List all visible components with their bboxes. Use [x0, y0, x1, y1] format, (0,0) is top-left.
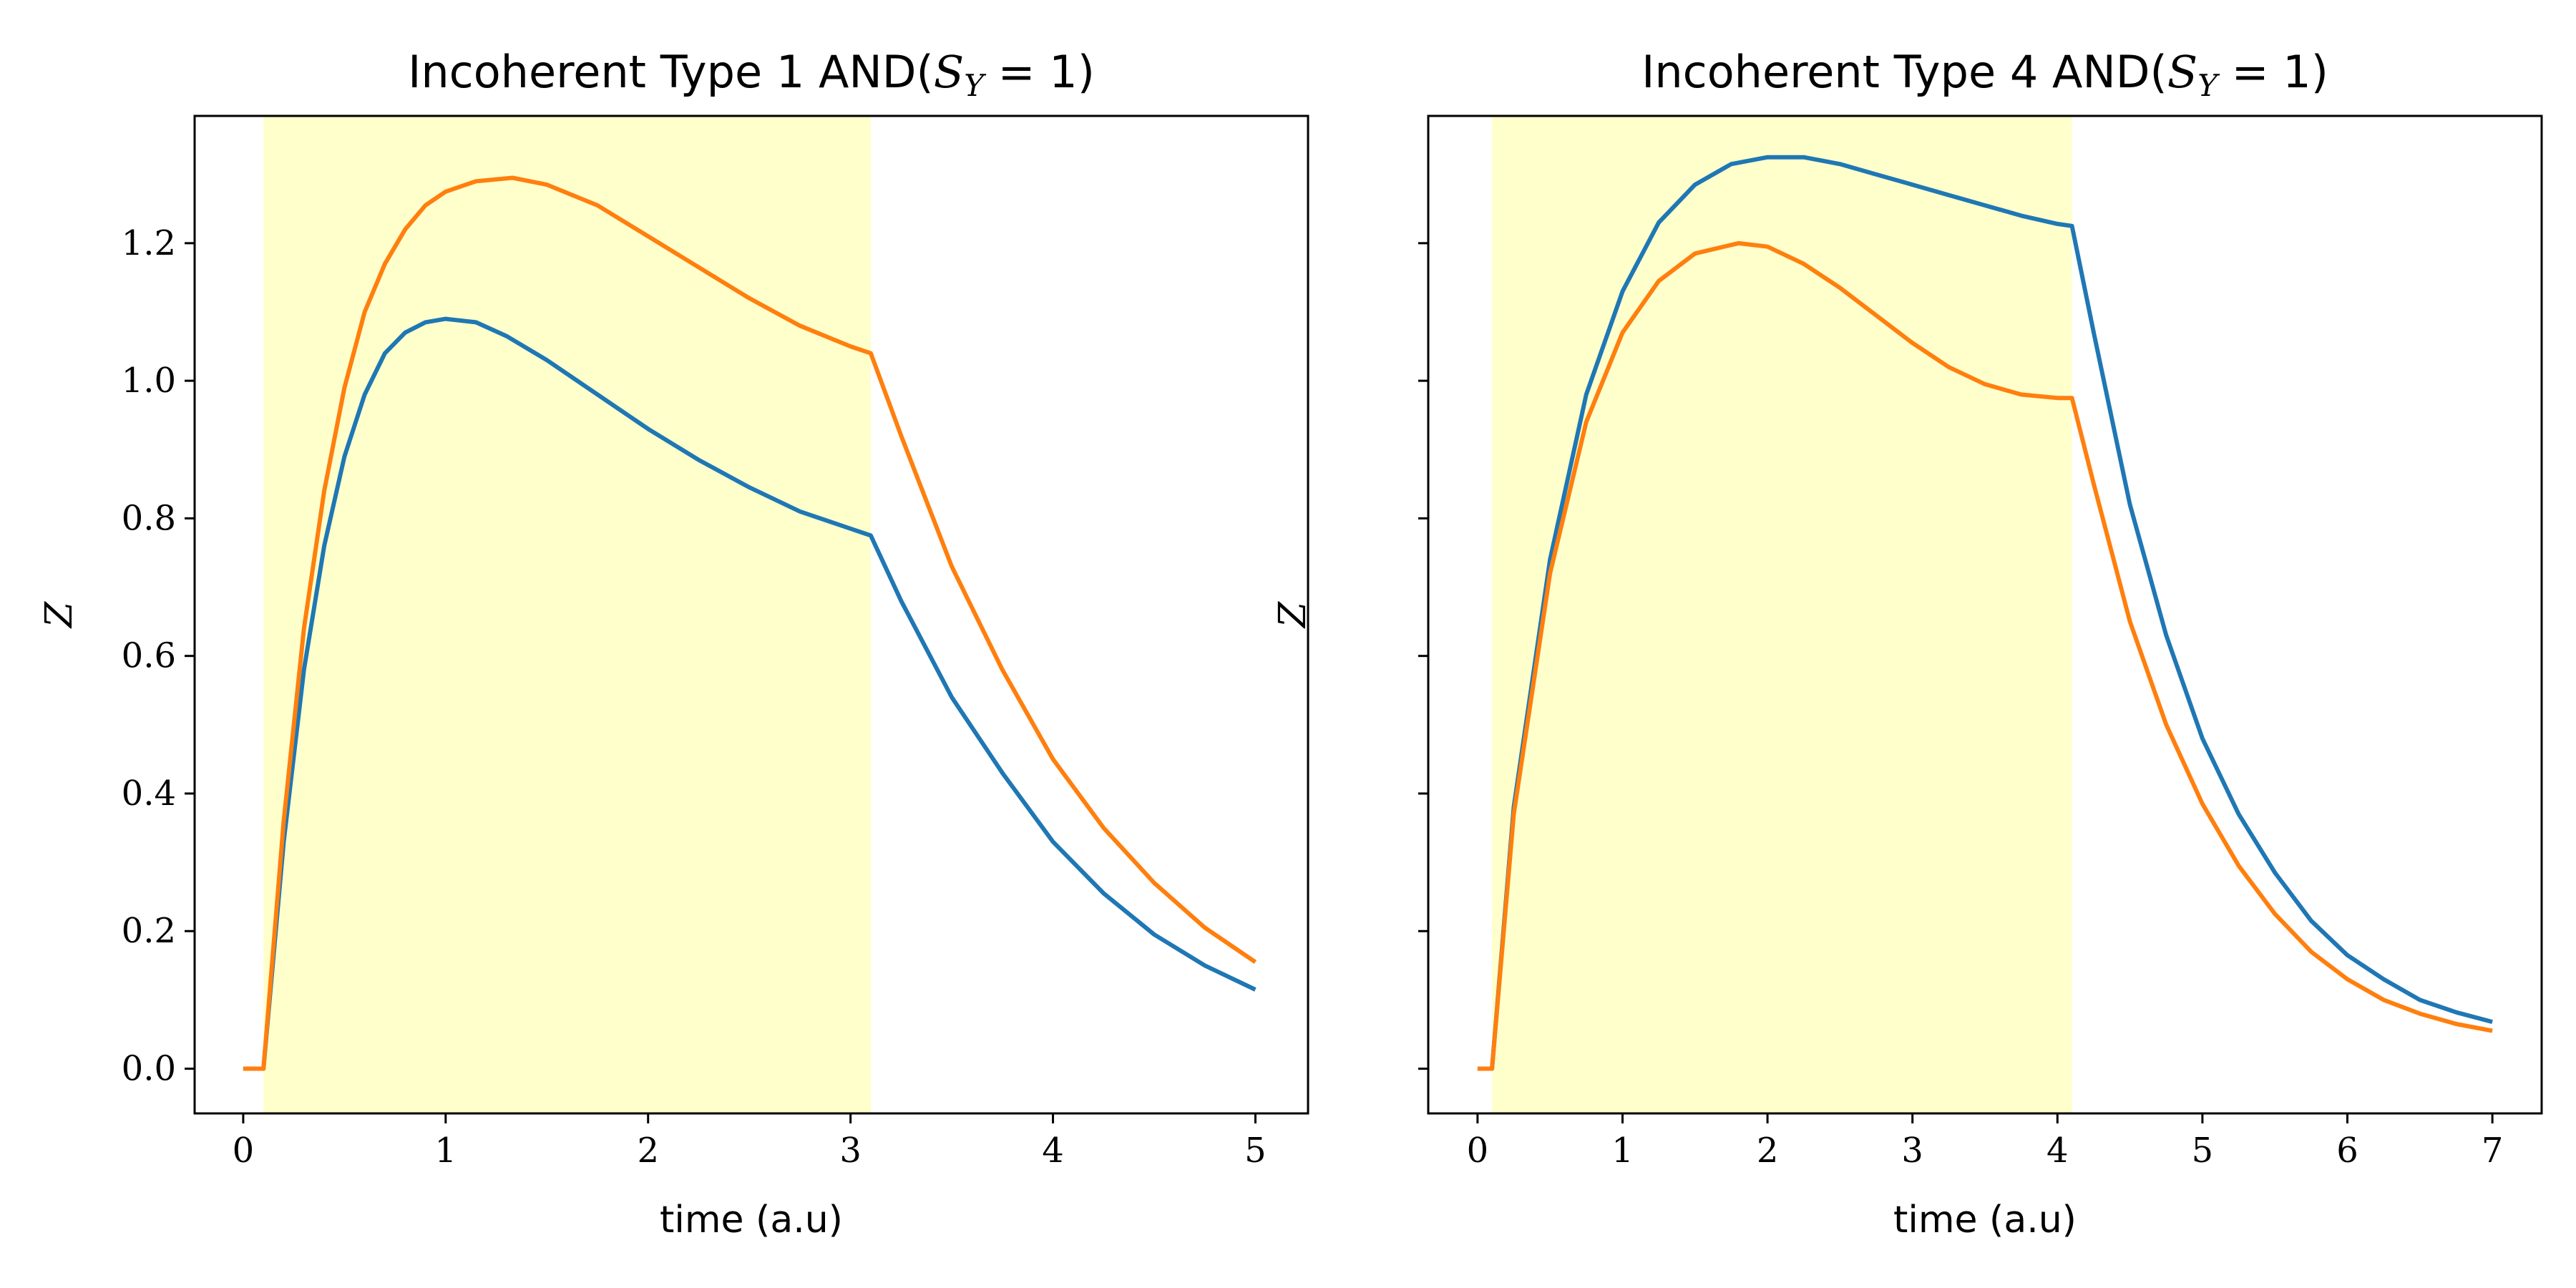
plot-frame [1427, 114, 2543, 1115]
x-tick-label: 2 [1757, 1131, 1779, 1171]
series-line-1 [243, 316, 1257, 1071]
y-axis-label: Z [38, 601, 81, 629]
x-ticks: 0 1 2 3 4 5 [233, 1113, 1267, 1171]
x-tick-label: 0 [1467, 1131, 1489, 1171]
x-tick-label: 1 [435, 1131, 457, 1171]
y-tick-label: 0.6 [122, 636, 176, 676]
title-math-rest: = 1) [2218, 46, 2328, 98]
plot-frame [193, 114, 1309, 1115]
y-tick-label: 0.0 [122, 1049, 176, 1089]
y-tick-label: 1.2 [122, 223, 176, 263]
title-text: Incoherent Type 4 AND( [1641, 46, 2167, 98]
shaded-interval [1492, 116, 2072, 1113]
panel-1: 0 1 2 3 4 5 0.0 0.2 0.4 0.6 0.8 1.0 1.2 Incoherent … [38, 46, 1309, 1241]
series-group [1477, 155, 2493, 1071]
title-math: S [2167, 46, 2197, 98]
panel-2: 0 1 2 3 4 5 6 7 Incoherent Type 4 AND(SY = 1) t… [1272, 46, 2543, 1241]
x-tick-label: 5 [2192, 1131, 2214, 1171]
x-ticks: 0 1 2 3 4 5 6 7 [1467, 1113, 2504, 1171]
x-axis-label: time (a.u) [660, 1199, 843, 1241]
series-line-2 [1477, 240, 2493, 1071]
y-tick-label: 0.8 [122, 498, 176, 538]
chart-title: Incoherent Type 4 AND(SY = 1) [1641, 46, 2328, 103]
title-math-rest: = 1) [984, 46, 1095, 98]
x-tick-label: 5 [1244, 1131, 1267, 1171]
x-tick-label: 2 [637, 1131, 659, 1171]
x-axis-label: time (a.u) [1893, 1199, 2077, 1241]
x-tick-label: 0 [233, 1131, 255, 1171]
y-tick-label: 0.4 [122, 774, 176, 814]
x-tick-label: 4 [2046, 1131, 2069, 1171]
x-tick-label: 3 [839, 1131, 862, 1171]
series-line-1 [1477, 155, 2493, 1071]
title-math-sub: Y [964, 68, 987, 103]
x-tick-label: 6 [2336, 1131, 2358, 1171]
title-text: Incoherent Type 1 AND( [408, 46, 934, 98]
y-ticks: 0.0 0.2 0.4 0.6 0.8 1.0 1.2 [122, 223, 195, 1089]
y-tick-label: 0.2 [122, 911, 176, 951]
y-axis-label: Z [1272, 601, 1314, 629]
x-tick-label: 7 [2482, 1131, 2504, 1171]
chart-title: Incoherent Type 1 AND(SY = 1) [408, 46, 1095, 103]
series-group [243, 175, 1257, 1071]
title-math-sub: Y [2197, 68, 2220, 103]
shaded-interval [263, 116, 871, 1113]
x-tick-label: 3 [1901, 1131, 1923, 1171]
x-tick-label: 4 [1042, 1131, 1064, 1171]
title-math: S [934, 46, 964, 98]
x-tick-label: 1 [1611, 1131, 1634, 1171]
y-ticks [1418, 242, 1428, 1070]
y-tick-label: 1.0 [122, 361, 176, 401]
series-line-2 [243, 175, 1257, 1071]
